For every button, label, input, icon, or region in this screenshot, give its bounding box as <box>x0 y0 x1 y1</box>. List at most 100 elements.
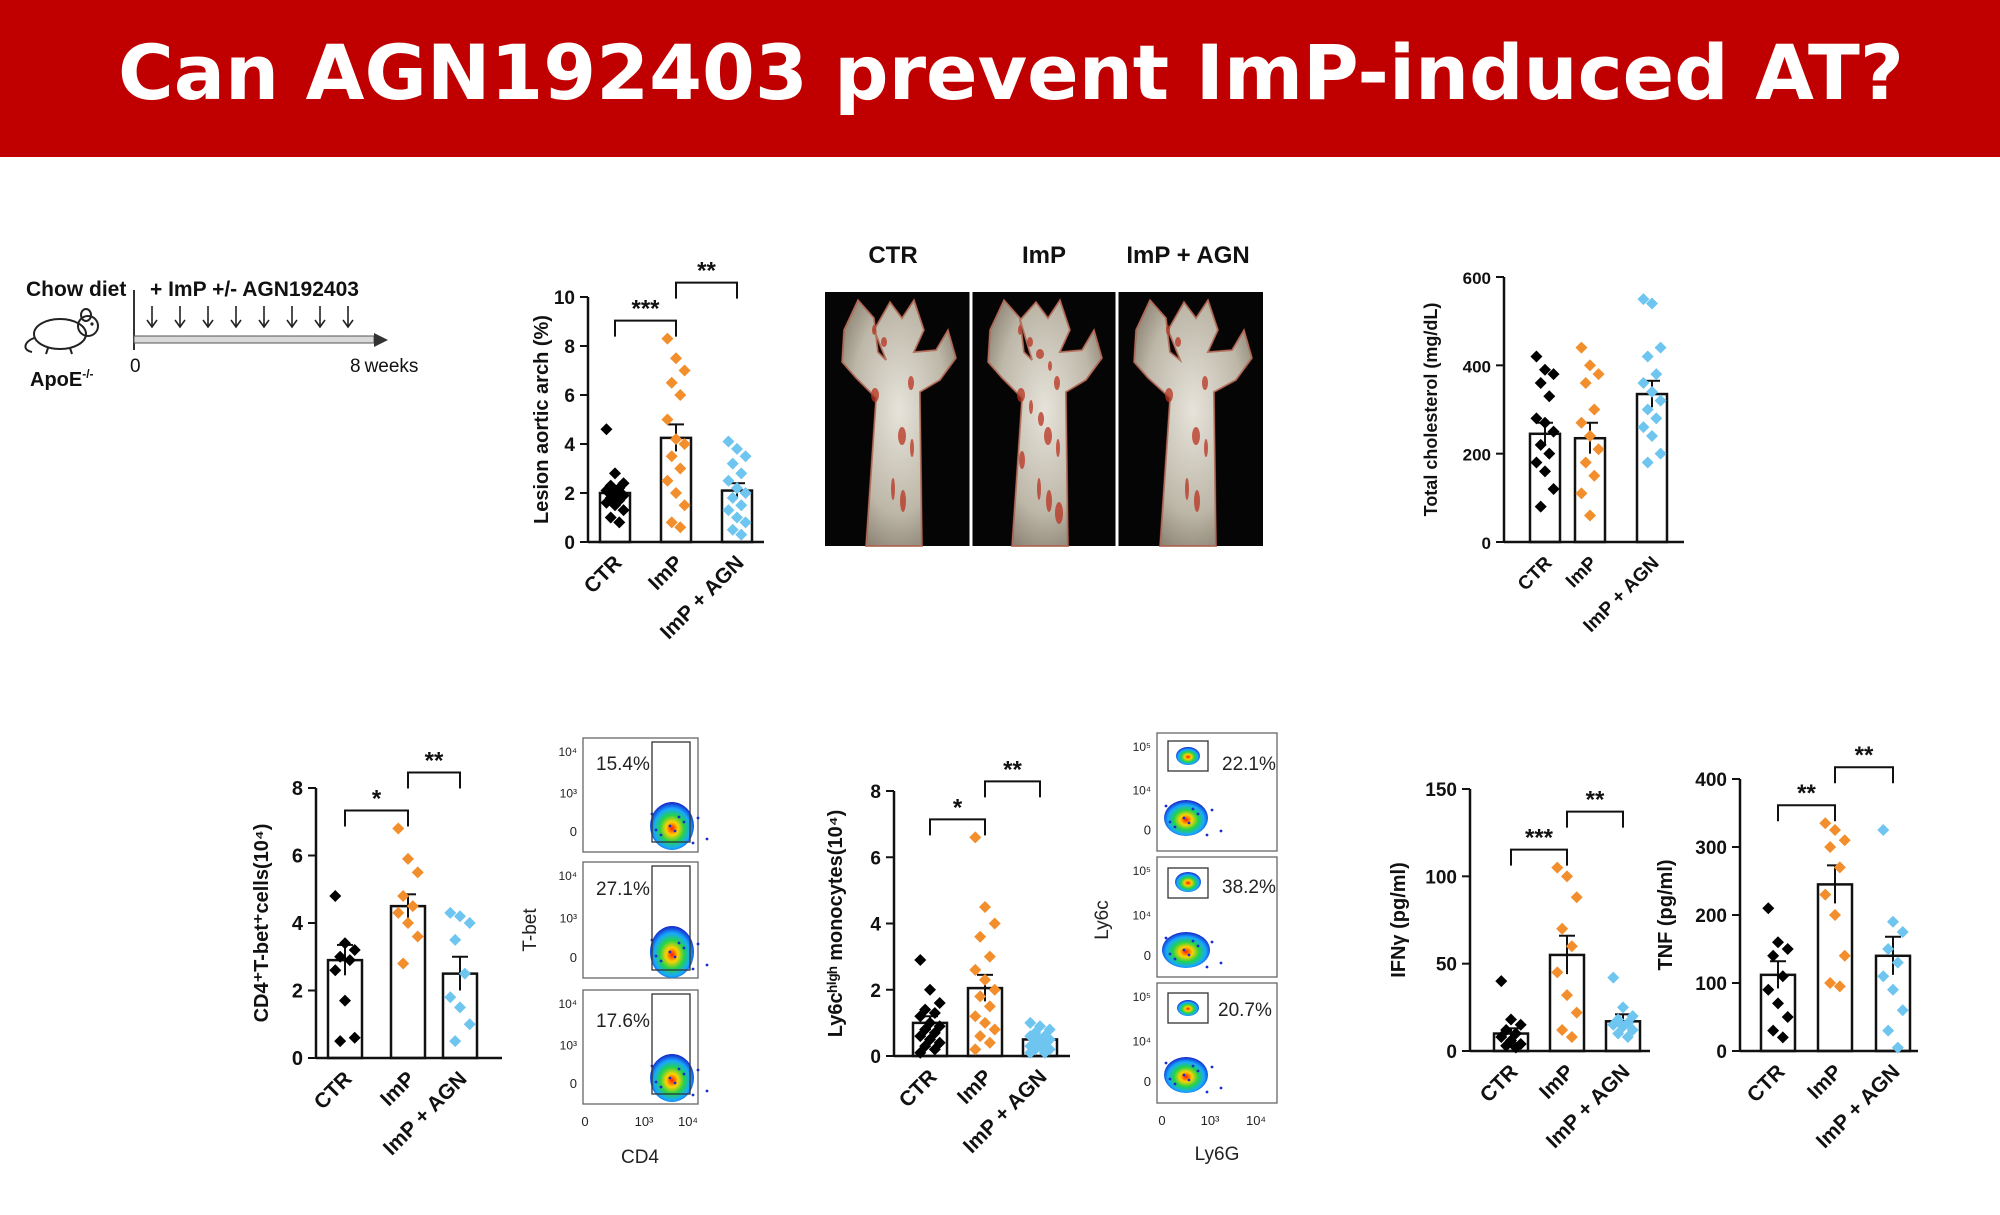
y-tick-label: 400 <box>1695 770 1727 791</box>
data-point <box>1038 1046 1051 1059</box>
y-axis-title: Lesion aortic arch (%) <box>531 315 553 524</box>
dose-arrow-icon <box>202 306 214 329</box>
timeline-end-label: 8 weeks <box>350 356 418 377</box>
data-point <box>1034 1020 1046 1033</box>
y-tick-label: 6 <box>870 848 881 869</box>
y-tick-label: 4 <box>564 435 575 456</box>
y-axis-title: Ly6cʰⁱᵍʰ monocytes(10⁴) <box>825 810 847 1038</box>
y-tick-label: 0 <box>1144 948 1151 963</box>
data-point <box>1024 1016 1037 1029</box>
significance-bracket: * <box>929 794 986 836</box>
x-tick-label: CTR <box>1514 552 1557 595</box>
gate <box>651 865 691 971</box>
data-point <box>1024 1030 1037 1043</box>
data-point <box>1584 430 1596 442</box>
data-point <box>1592 443 1605 456</box>
y-tick-label: 6 <box>292 846 303 868</box>
significance-label: ** <box>697 258 716 285</box>
dosing-arrows <box>146 306 354 329</box>
data-point <box>1509 1041 1522 1054</box>
data-point <box>735 528 748 541</box>
data-point <box>411 930 424 943</box>
y-axis-title: Ly6c <box>1092 900 1113 939</box>
significance-label: ** <box>1797 780 1816 807</box>
flow-panel: 20.7% 10⁵ 10⁴ 0 <box>1132 982 1278 1104</box>
page-title: Can AGN192403 prevent ImP-induced AT? <box>118 28 1904 117</box>
y-tick-label: 2 <box>292 981 303 1003</box>
data-point <box>1575 487 1588 500</box>
data-point <box>1612 1013 1625 1026</box>
data-point <box>348 1031 361 1044</box>
data-point <box>1575 416 1588 429</box>
micrograph-label-imp: ImP <box>1022 242 1066 269</box>
data-point <box>726 491 739 504</box>
significance-bracket: *** <box>1510 825 1568 866</box>
y-tick-label: 200 <box>1695 906 1727 927</box>
x-tick-label: ImP <box>376 1067 419 1110</box>
data-point <box>1530 456 1543 469</box>
gate-percentage: 27.1% <box>596 879 650 900</box>
y-axis-title: TNF (pg/ml) <box>1655 859 1677 970</box>
y-tick-label: 10⁵ <box>1133 990 1151 1004</box>
y-tick-label: 10 <box>554 288 575 309</box>
x-tick-label: ImP + AGN <box>379 1067 472 1160</box>
data-point <box>988 917 1001 930</box>
data-point <box>928 1006 941 1019</box>
data-point <box>722 504 735 517</box>
y-tick-label: 2 <box>564 484 575 505</box>
bar <box>659 436 693 544</box>
data-point <box>1882 943 1895 955</box>
data-point <box>661 413 674 426</box>
data-point <box>919 1003 932 1016</box>
data-point <box>604 491 617 504</box>
x-tick-label: ImP + AGN <box>1812 1060 1905 1153</box>
data-point <box>329 964 342 977</box>
data-point <box>1617 1020 1629 1033</box>
data-point <box>928 1026 941 1039</box>
x-tick-label: ImP <box>644 551 687 594</box>
data-point <box>339 994 351 1007</box>
data-point <box>1584 509 1596 522</box>
data-point <box>1043 1023 1056 1036</box>
density-cluster <box>1176 747 1200 765</box>
data-point <box>1500 1039 1513 1052</box>
data-point <box>1551 861 1564 874</box>
x-tick-label: CTR <box>1476 1060 1523 1107</box>
data-point <box>1887 915 1899 928</box>
data-point <box>969 1010 982 1023</box>
y-tick-label: 0 <box>1716 1042 1727 1063</box>
x-tick-label: CTR <box>895 1065 942 1112</box>
y-tick-label: 10⁴ <box>558 869 577 883</box>
gate-percentage: 20.7% <box>1218 1000 1272 1021</box>
data-point <box>1829 824 1841 836</box>
data-point <box>444 991 457 1004</box>
y-tick-label: 0 <box>570 824 577 839</box>
data-point <box>979 1016 991 1029</box>
data-point <box>463 1018 476 1031</box>
data-point <box>334 950 347 963</box>
y-tick-label: 0 <box>1144 822 1151 837</box>
data-point <box>1029 1043 1042 1056</box>
aortic-arch-image <box>840 297 958 547</box>
data-point <box>1539 465 1551 478</box>
data-point <box>1896 1004 1909 1017</box>
bar <box>1874 954 1912 1053</box>
data-point <box>983 950 996 963</box>
data-point <box>974 990 987 1003</box>
data-point <box>1767 1024 1780 1037</box>
x-tick-label: CTR <box>310 1067 357 1114</box>
bar <box>1604 1020 1642 1053</box>
data-point <box>1637 293 1650 306</box>
data-point <box>1767 949 1780 962</box>
data-point <box>1547 425 1560 438</box>
data-point <box>914 953 927 966</box>
data-point <box>617 477 630 490</box>
y-tick-label: 10⁴ <box>1132 908 1151 922</box>
data-point <box>665 450 678 463</box>
flow-panel: 38.2% 10⁵ 10⁴ 0 <box>1132 856 1278 978</box>
data-point <box>1543 390 1556 403</box>
y-tick-label: 10³ <box>560 911 577 925</box>
dose-arrow-icon <box>146 306 158 329</box>
